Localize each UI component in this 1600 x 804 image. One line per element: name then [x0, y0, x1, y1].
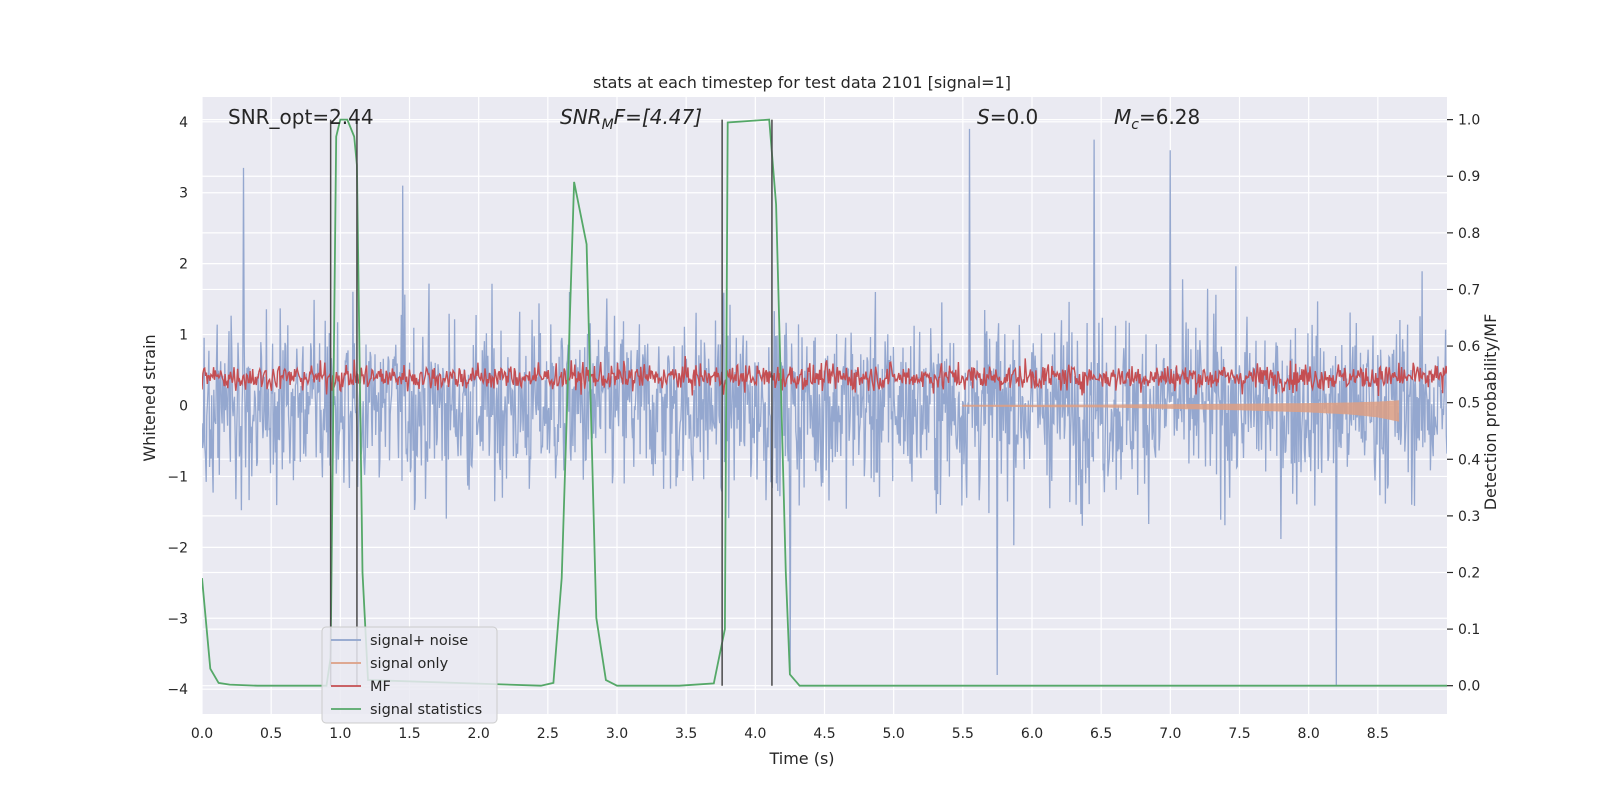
y-tick-label-right: 0.4 [1458, 452, 1480, 468]
y-tick-label-left: −4 [167, 682, 188, 698]
x-tick-label: 7.0 [1159, 726, 1181, 742]
y-tick-label-right: 1.0 [1458, 113, 1480, 129]
y-tick-label-left: −2 [167, 540, 188, 556]
legend-label-signal-noise: signal+ noise [370, 633, 468, 649]
mf-line [202, 355, 1447, 397]
x-tick-label: 6.0 [1021, 726, 1043, 742]
legend: signal+ noise signal only MF signal stat… [321, 626, 498, 724]
x-tick-label: 6.5 [1090, 726, 1112, 742]
mc-sub: c [1131, 117, 1139, 133]
x-tick-label: 5.0 [883, 726, 905, 742]
y-tick-label-left: −1 [167, 469, 188, 485]
snr-mf-annotation: SNRMF=[4.47] [560, 105, 702, 133]
mc-annotation: Mc=6.28 [1114, 105, 1200, 133]
y-tick-label-right: 0.7 [1458, 282, 1480, 298]
legend-box [321, 626, 498, 724]
x-tick-label: 8.0 [1298, 726, 1320, 742]
snr-mf-sub: M [602, 117, 614, 133]
x-tick-label: 8.5 [1367, 726, 1389, 742]
x-tick-label: 0.0 [191, 726, 213, 742]
chart-title: stats at each timestep for test data 210… [593, 73, 1011, 92]
mc-var: M [1114, 105, 1131, 129]
x-tick-label: 5.5 [952, 726, 974, 742]
snr-mf-base: SNR [560, 105, 602, 129]
s-annotation: S=0.0 [977, 105, 1038, 129]
y-axis-label-right: Detection probability/MF [1481, 314, 1500, 511]
x-tick-label: 4.5 [813, 726, 835, 742]
mc-value: =6.28 [1139, 105, 1200, 129]
x-tick-label: 1.0 [329, 726, 351, 742]
x-tick-label: 1.5 [398, 726, 420, 742]
x-tick-label: 7.5 [1228, 726, 1250, 742]
legend-label-signal-only: signal only [370, 656, 449, 672]
y-tick-label-right: 0.6 [1458, 339, 1480, 355]
y-tick-label-right: 0.3 [1458, 509, 1480, 525]
y-tick-label-left: 1 [179, 328, 188, 344]
x-tick-label: 2.5 [537, 726, 559, 742]
x-axis-label: Time (s) [768, 749, 834, 768]
x-tick-label: 3.5 [675, 726, 697, 742]
grid [201, 97, 1447, 714]
signal-only-line [962, 400, 1400, 422]
y-axis-label-left: Whitened strain [140, 334, 159, 461]
y-tick-label-left: 3 [179, 186, 188, 202]
legend-label-signal-statistics: signal statistics [370, 702, 482, 718]
y-tick-label-right: 0.2 [1458, 565, 1480, 581]
y-tick-label-right: 0.8 [1458, 226, 1480, 242]
x-tick-label: 3.0 [606, 726, 628, 742]
snr-opt-annotation: SNR_opt=2.44 [228, 105, 374, 129]
s-value: =0.0 [990, 105, 1039, 129]
y-tick-label-left: 0 [179, 399, 188, 415]
y-tick-label-right: 0.5 [1458, 396, 1480, 412]
x-tick-label: 2.0 [468, 726, 490, 742]
y-tick-label-left: 4 [179, 115, 188, 131]
y-tick-label-left: 2 [179, 257, 188, 273]
x-tick-label: 4.0 [744, 726, 766, 742]
snr-mf-rest: F=[4.47] [614, 105, 702, 129]
s-var: S [977, 105, 990, 129]
y-tick-label-right: 0.0 [1458, 679, 1480, 695]
y-tick-label-right: 0.1 [1458, 622, 1480, 638]
x-tick-label: 0.5 [260, 726, 282, 742]
y-tick-label-left: −3 [167, 611, 188, 627]
y-tick-label-right: 0.9 [1458, 169, 1480, 185]
legend-label-mf: MF [370, 679, 391, 695]
